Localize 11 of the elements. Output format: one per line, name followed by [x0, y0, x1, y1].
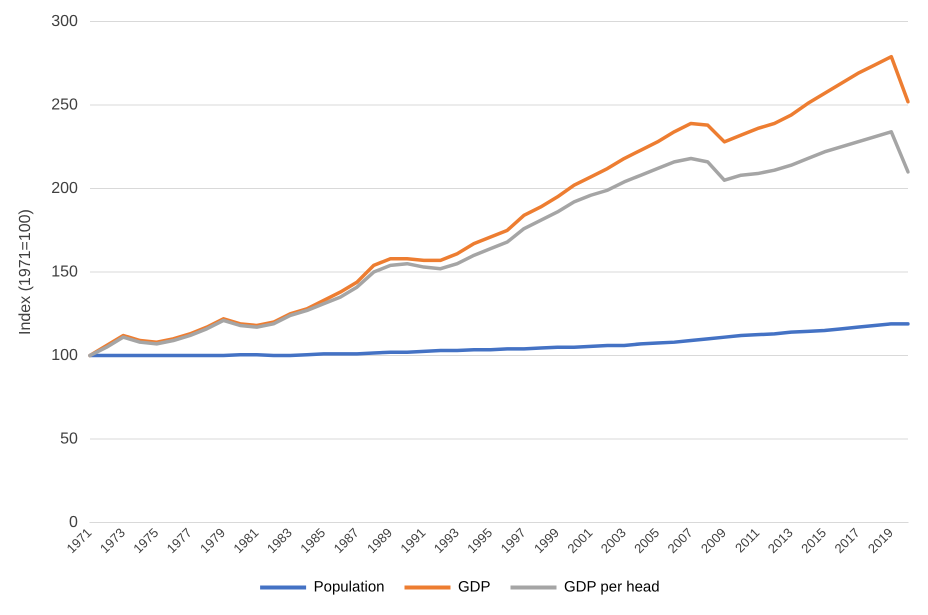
- legend-label: GDP: [458, 578, 491, 596]
- legend-label: Population: [314, 578, 385, 596]
- y-tick-label: 0: [68, 514, 78, 531]
- legend-label: GDP per head: [564, 578, 660, 596]
- y-tick-label: 100: [51, 346, 78, 364]
- y-axis-title: Index (1971=100): [17, 209, 34, 335]
- y-tick-label: 200: [51, 180, 78, 197]
- y-tick-label: 250: [51, 96, 78, 114]
- y-tick-label: 50: [60, 430, 78, 448]
- y-tick-label: 300: [51, 13, 78, 30]
- y-tick-label: 150: [51, 263, 78, 280]
